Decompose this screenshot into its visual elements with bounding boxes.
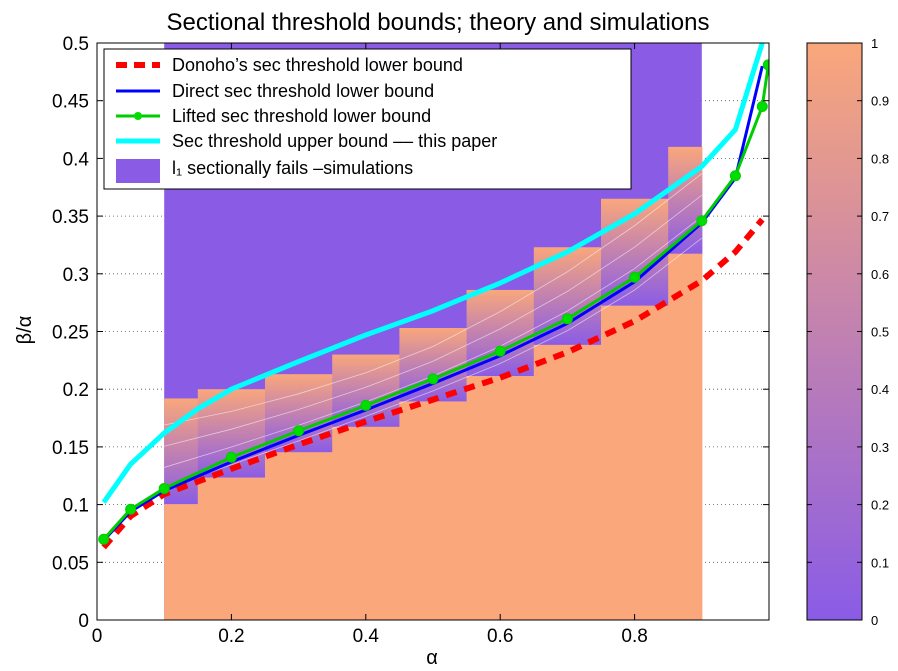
- x-tick-label: 0.4: [353, 626, 380, 647]
- x-tick-label: 0.8: [621, 626, 647, 647]
- simulation-trace: [164, 237, 703, 490]
- series-lifted-marker: [98, 533, 110, 545]
- series-lifted-marker: [225, 451, 237, 463]
- legend-label-direct: Direct sec threshold lower bound: [172, 81, 434, 101]
- y-tick-label: 0.3: [63, 265, 89, 286]
- y-tick-label: 0.45: [52, 92, 89, 113]
- simulation-success-region: [466, 376, 535, 620]
- y-tick-label: 0.2: [63, 380, 89, 401]
- y-tick-label: 0.15: [52, 438, 89, 459]
- simulation-success-region: [332, 426, 400, 620]
- colorbar: [806, 42, 863, 621]
- colorbar-tick-label: 0.7: [871, 209, 889, 224]
- colorbar-tick-label: 0.2: [871, 498, 889, 513]
- simulation-trace: [164, 194, 703, 447]
- x-axis-label: α: [426, 647, 438, 669]
- series-lifted-marker: [756, 100, 768, 112]
- simulation-success-region: [265, 452, 333, 620]
- series-lifted-marker: [762, 59, 769, 71]
- series-lifted-marker: [125, 503, 137, 515]
- simulation-success-region: [164, 504, 199, 620]
- series-lifted-marker: [427, 373, 439, 385]
- y-tick-label: 0.1: [63, 496, 89, 517]
- series-layer: [98, 43, 769, 550]
- series-lifted-marker: [158, 482, 170, 494]
- y-tick-label: 0: [78, 611, 89, 632]
- series-donoho-line: [101, 217, 765, 550]
- series-lifted-marker: [729, 170, 741, 182]
- simulation-transition-band: [466, 289, 535, 377]
- y-tick-label: 0.25: [52, 323, 89, 344]
- legend-label-lifted: Lifted sec threshold lower bound: [172, 106, 431, 126]
- simulation-success-region: [668, 253, 703, 620]
- colorbar-tick-label: 0.8: [871, 151, 889, 166]
- y-axis-label: β/α: [14, 316, 36, 345]
- x-tick-label: 0: [92, 626, 103, 647]
- colorbar-tick-label: 0.6: [871, 267, 889, 282]
- y-tick-label: 0.35: [52, 207, 89, 228]
- colorbar-ticks: 0 0.1 0.2 0.3 0.4 0.5 0.6 0.7 0.8 0.9 1: [807, 36, 889, 628]
- colorbar-tick-label: 0.9: [871, 94, 889, 109]
- tick-layer: 0 0.2 0.4 0.6 0.8 0 0.05 0.1 0.15 0.2 0.25 0.3 0.35 0…: [52, 34, 769, 647]
- legend: Donoho’s sec threshold lower bound Direc…: [103, 48, 632, 190]
- legend-box: [103, 48, 632, 190]
- simulation-trace: [164, 173, 703, 426]
- colorbar-tick-label: 0.1: [871, 555, 889, 570]
- y-tick-label: 0.05: [52, 553, 89, 574]
- simulation-success-region: [533, 344, 602, 620]
- series-lifted-marker: [293, 425, 305, 437]
- colorbar-tick-label: 0: [871, 613, 878, 628]
- x-tick-label: 0.2: [218, 626, 244, 647]
- series-lifted-line: [102, 64, 769, 541]
- series-lifted-marker: [561, 313, 573, 325]
- colorbar-tick-label: 0.5: [871, 325, 889, 340]
- y-tick-label: 0.5: [63, 34, 89, 55]
- legend-label-upper: Sec threshold upper bound –– this paper: [172, 131, 497, 151]
- series-lifted-marker: [360, 399, 372, 411]
- series-upper-line: [101, 43, 765, 504]
- x-tick-label: 0.6: [487, 626, 513, 647]
- simulation-transition-band: [601, 198, 669, 307]
- colorbar-tick-label: 0.4: [871, 382, 889, 397]
- legend-label-donoho: Donoho’s sec threshold lower bound: [172, 55, 463, 75]
- series-lifted-marker: [629, 271, 641, 283]
- series-lifted-marker: [696, 215, 708, 227]
- simulation-success-region: [601, 305, 669, 620]
- y-tick-label: 0.4: [63, 149, 90, 170]
- chart-title: Sectional threshold bounds; theory and s…: [167, 9, 710, 36]
- legend-label-simulation: l₁ sectionally fails –simulations: [172, 158, 413, 178]
- simulation-transition-band: [399, 328, 468, 402]
- simulation-success-region: [399, 401, 468, 620]
- colorbar-tick-label: 1: [871, 36, 878, 51]
- legend-marker-lifted: [134, 112, 142, 120]
- colorbar-tick-label: 0.3: [871, 440, 889, 455]
- simulation-success-region: [197, 477, 266, 620]
- series-lifted-marker: [494, 345, 506, 357]
- legend-swatch-simulation: [116, 159, 160, 183]
